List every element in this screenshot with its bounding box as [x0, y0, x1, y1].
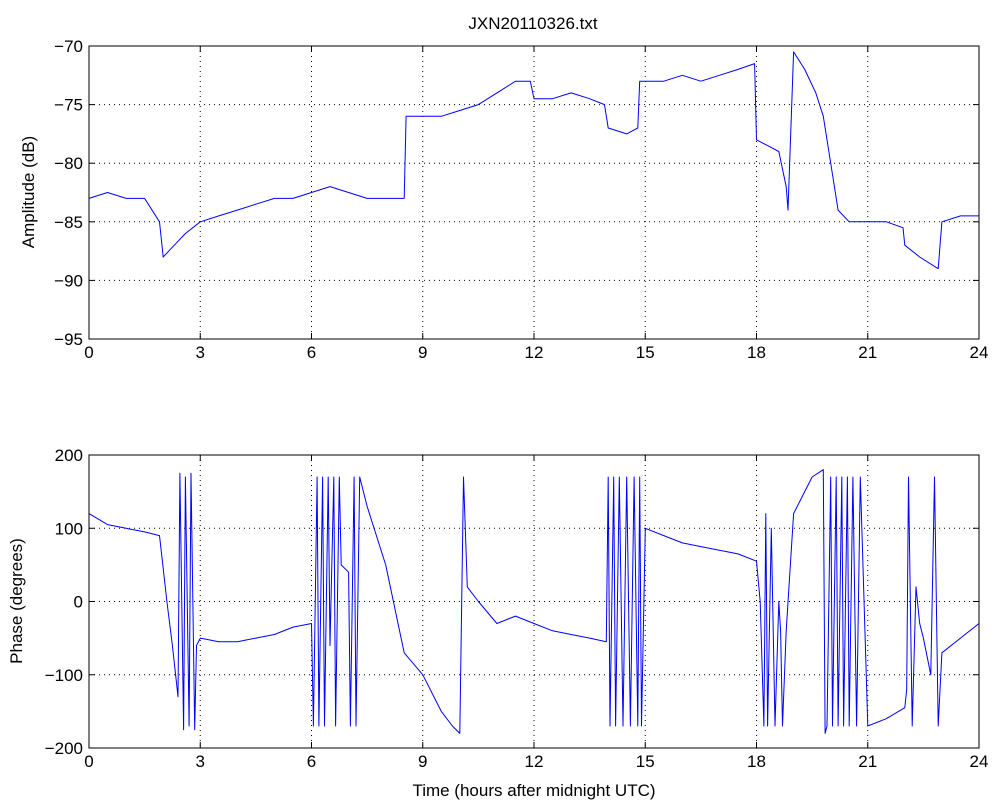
- phase-xtick-label: 21: [858, 752, 877, 771]
- phase-ylabel: Phase (degrees): [7, 538, 26, 664]
- phase-xtick-label: 15: [636, 752, 655, 771]
- amplitude-xtick-label: 12: [525, 343, 544, 362]
- amplitude-grid: [89, 46, 979, 339]
- phase-xtick-label: 18: [747, 752, 766, 771]
- amplitude-xtick-label: 9: [418, 343, 427, 362]
- amplitude-ticks: 0 3 6 9 12 15 18 21 24 −95 −90 −85 −80 −75 −70: [54, 37, 988, 362]
- amplitude-xtick-label: 18: [747, 343, 766, 362]
- amplitude-series: [88, 51, 979, 270]
- phase-xtick-label: 6: [307, 752, 316, 771]
- phase-xtick-label: 3: [196, 752, 205, 771]
- amplitude-series-line: [88, 51, 979, 270]
- phase-xtick-label: 9: [418, 752, 427, 771]
- amplitude-ylabel: Amplitude (dB): [19, 136, 38, 248]
- amplitude-ytick-label: −80: [54, 154, 83, 173]
- amplitude-plot-title: JXN20110326.txt: [468, 14, 597, 33]
- phase-plot: 0 3 6 9 12 15 18 21 24 −200 −100 0 100 200 Phase (deg…: [7, 446, 988, 800]
- phase-ytick-label: 100: [55, 519, 83, 538]
- phase-ytick-label: 200: [55, 446, 83, 465]
- amplitude-ytick-label: −95: [54, 330, 83, 349]
- amplitude-ytick-label: −75: [54, 96, 83, 115]
- amplitude-xtick-label: 21: [858, 343, 877, 362]
- amplitude-plot: JXN20110326.txt 0 3 6 9 12 15 18 21 24 −95 −90 −85 −…: [19, 14, 988, 362]
- phase-xtick-label: 0: [84, 752, 93, 771]
- amplitude-ytick-label: −70: [54, 37, 83, 56]
- phase-ticks: 0 3 6 9 12 15 18 21 24 −200 −100 0 100 200: [45, 446, 989, 771]
- amplitude-xtick-label: 15: [636, 343, 655, 362]
- amplitude-ytick-label: −85: [54, 213, 83, 232]
- phase-ytick-label: 0: [74, 593, 83, 612]
- phase-series-line: [88, 469, 980, 734]
- amplitude-plot-area: [89, 46, 979, 339]
- amplitude-xtick-label: 0: [84, 343, 93, 362]
- phase-xtick-label: 24: [970, 752, 989, 771]
- amplitude-xtick-label: 6: [307, 343, 316, 362]
- phase-xtick-label: 12: [525, 752, 544, 771]
- phase-series: [88, 469, 980, 734]
- phase-ytick-label: −200: [45, 739, 83, 758]
- phase-grid: [89, 455, 979, 748]
- amplitude-xtick-label: 3: [196, 343, 205, 362]
- amplitude-xtick-label: 24: [970, 343, 989, 362]
- phase-xlabel: Time (hours after midnight UTC): [412, 781, 655, 800]
- phase-ytick-label: −100: [45, 666, 83, 685]
- amplitude-ytick-label: −90: [54, 271, 83, 290]
